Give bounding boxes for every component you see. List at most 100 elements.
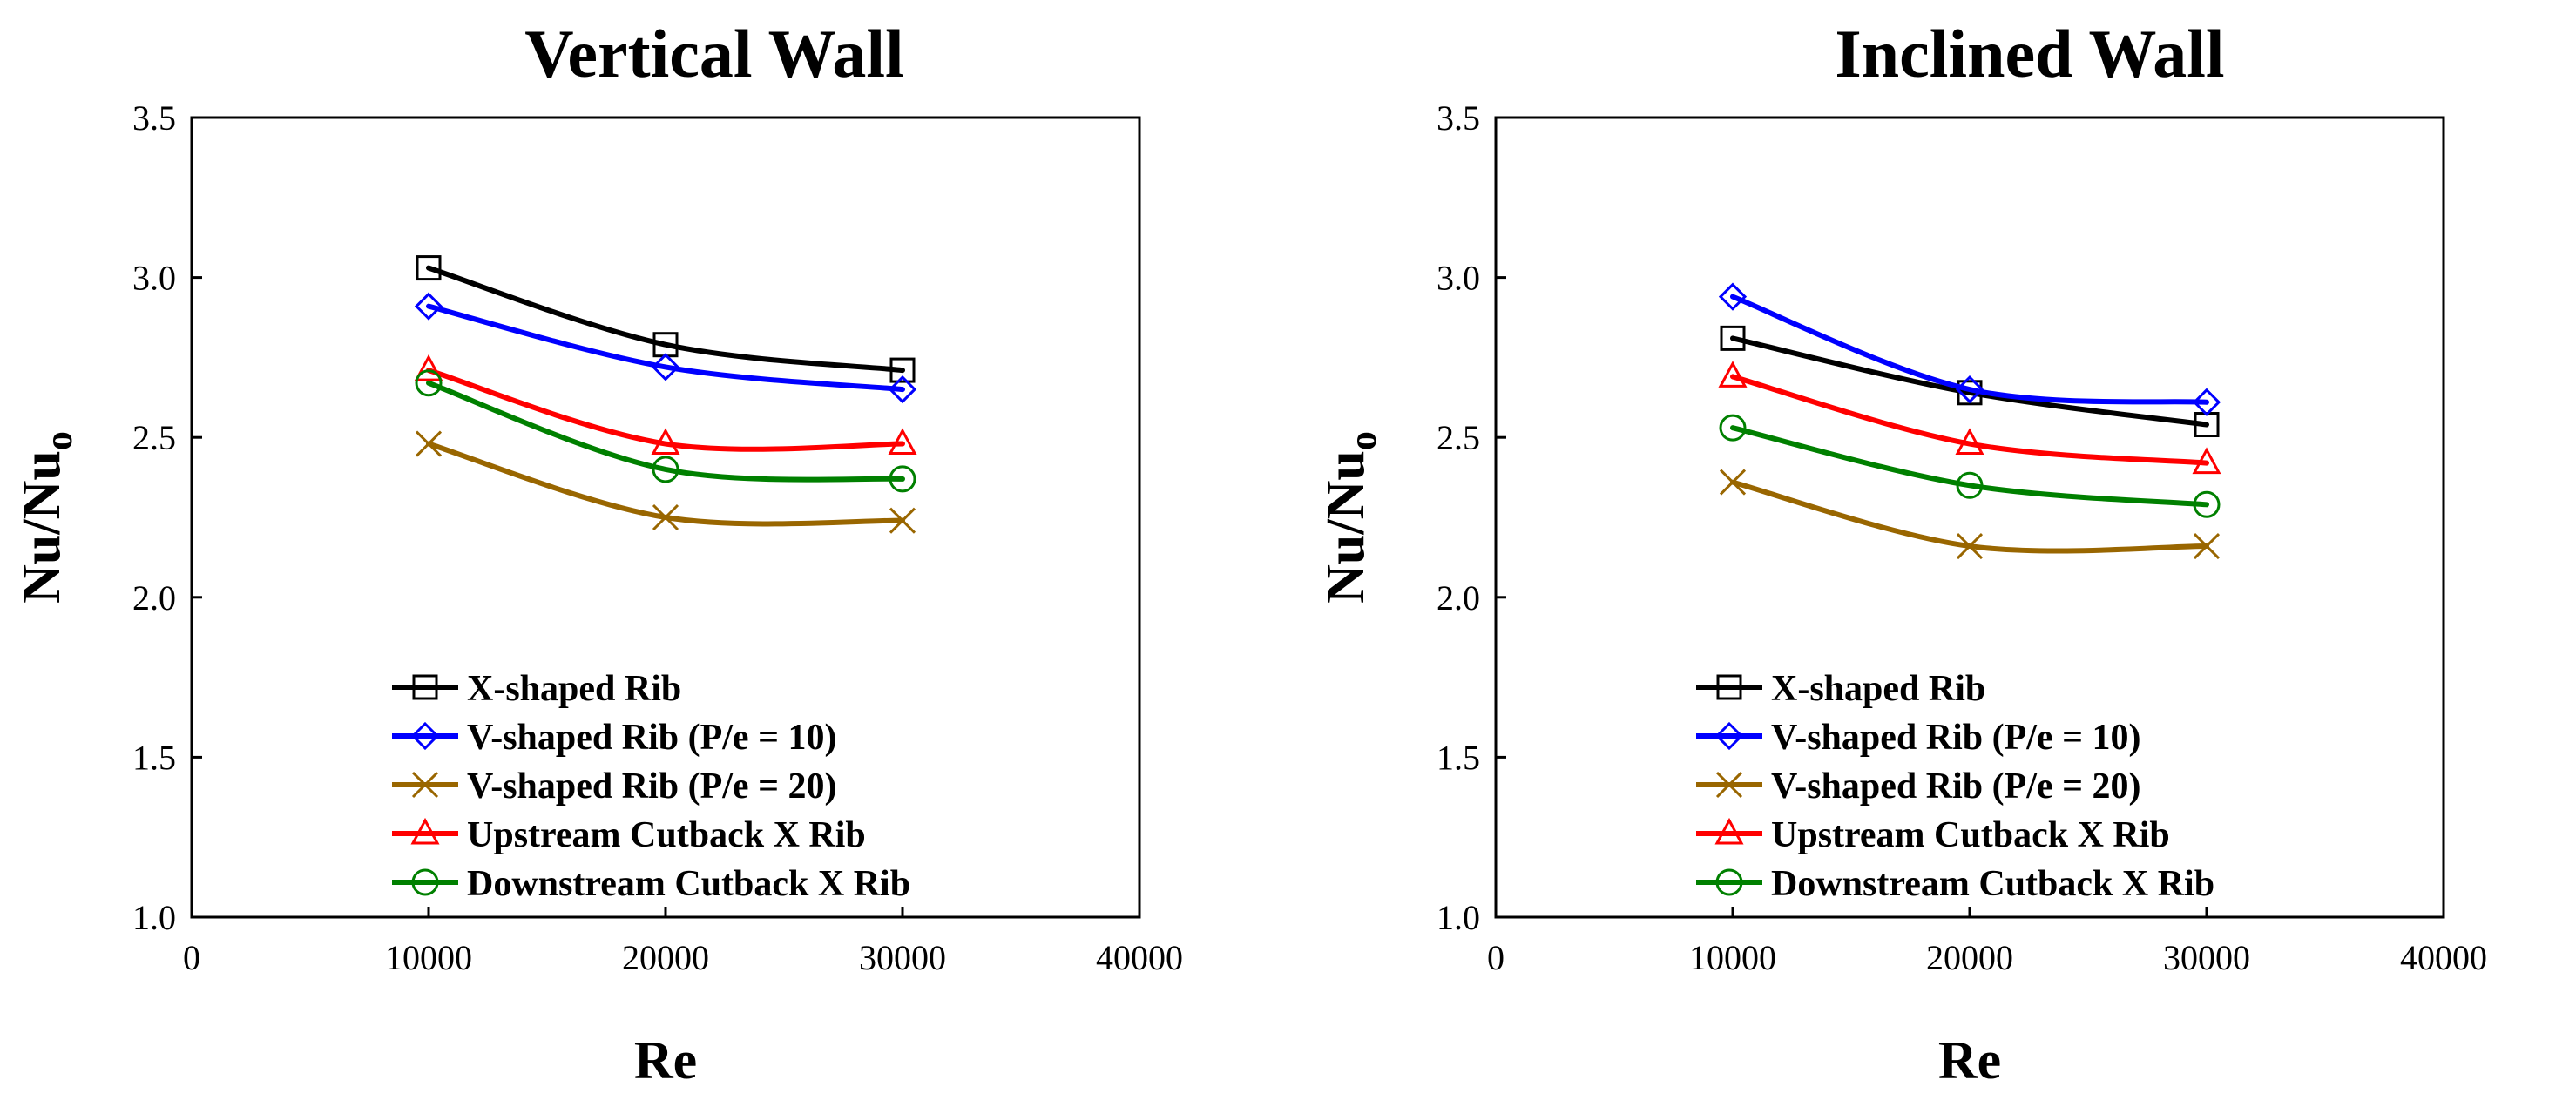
legend: X-shaped Rib V-shaped Rib (P/e = 10) V-sha…: [1696, 669, 2214, 904]
data-point: [1955, 428, 1984, 456]
x-tick-label: 20000: [622, 938, 709, 977]
series-line: [1730, 425, 2209, 508]
data-point: [1956, 471, 1984, 499]
legend-marker: [412, 674, 438, 700]
y-axis-label-main: Nu/Nu: [1316, 450, 1376, 604]
data-point: [415, 369, 443, 397]
y-tick-label: 3.0: [1437, 259, 1480, 298]
series-line: [426, 265, 905, 374]
legend-marker: [1716, 674, 1742, 700]
legend-marker: [1715, 771, 1743, 799]
legend-label: V-shaped Rib (P/e = 10): [1771, 718, 2141, 758]
x-axis-label: Re: [1938, 1031, 2001, 1090]
data-point: [2193, 532, 2221, 560]
y-tick-label: 1.0: [132, 898, 176, 937]
data-point: [1718, 361, 1748, 388]
legend-label: X-shaped Rib: [467, 669, 681, 709]
data-point: [651, 353, 680, 381]
series-line: [1730, 335, 2209, 428]
x-tick-label: 0: [1487, 938, 1504, 977]
series-1: [1720, 325, 2220, 438]
series-3: [415, 430, 916, 534]
y-tick-label: 1.5: [132, 738, 176, 777]
data-point: [888, 428, 917, 456]
data-point: [1719, 414, 1747, 442]
x-tick-label: 40000: [1096, 938, 1183, 977]
legend-label: Downstream Cutback X Rib: [467, 864, 910, 904]
y-tick-label: 3.0: [132, 259, 176, 298]
x-axis-label: Re: [634, 1031, 697, 1090]
data-point: [1719, 469, 1747, 496]
y-axis-label-main: Nu/Nu: [12, 450, 71, 604]
legend-marker: [411, 868, 439, 896]
legend-marker: [1714, 721, 1744, 751]
x-tick-label: 40000: [2400, 938, 2487, 977]
series-1: [416, 255, 916, 383]
data-point: [1955, 375, 1984, 404]
legend-label: V-shaped Rib (P/e = 20): [467, 766, 837, 807]
x-tick-label: 30000: [859, 938, 946, 977]
data-point: [2192, 388, 2221, 416]
x-tick-label: 20000: [1926, 938, 2013, 977]
series-line: [426, 441, 905, 527]
series-4: [1718, 361, 2221, 475]
x-tick-label: 10000: [1689, 938, 1776, 977]
data-point: [1956, 532, 1984, 560]
legend-marker: [410, 721, 440, 751]
data-point: [2192, 447, 2221, 475]
series-3: [1719, 469, 2221, 560]
series-line: [426, 368, 905, 452]
legend-marker: [1714, 817, 1744, 845]
chart-panel-1: Vertical Wall 1.0 1.5 2.0 2.5 3.0 3.5 0 10000 200…: [12, 16, 1183, 1090]
data-point: [652, 456, 679, 483]
chart-panel-2: Inclined Wall 1.0 1.5 2.0 2.5 3.0 3.5 0 10000 200…: [1316, 16, 2487, 1090]
y-tick-label: 2.5: [1437, 418, 1480, 457]
y-tick-label: 3.5: [132, 98, 176, 138]
y-tick-label: 1.5: [1437, 738, 1480, 777]
data-point: [414, 292, 443, 321]
legend-marker: [1715, 868, 1743, 896]
data-point: [2193, 490, 2221, 518]
series-5: [1719, 414, 2221, 518]
data-point: [651, 428, 680, 456]
x-tick-label: 0: [183, 938, 200, 977]
series-line: [1730, 479, 2209, 554]
data-point: [415, 430, 443, 457]
chart-title: Inclined Wall: [1835, 16, 2224, 91]
y-tick-label: 2.0: [132, 578, 176, 618]
legend-label: Downstream Cutback X Rib: [1771, 864, 2214, 904]
series-2: [414, 292, 917, 404]
data-point: [414, 354, 443, 381]
series-line: [426, 380, 905, 483]
y-axis-label: Nu/Nuo: [12, 431, 80, 604]
series-line: [426, 303, 905, 393]
data-point: [416, 255, 442, 281]
series-2: [1718, 282, 2221, 416]
series-line: [1730, 374, 2209, 466]
y-axis-label-subscript: o: [1342, 431, 1384, 450]
data-point: [888, 375, 917, 404]
chart-title: Vertical Wall: [524, 16, 903, 91]
y-axis-label: Nu/Nuo: [1316, 431, 1384, 604]
legend-marker: [410, 817, 440, 845]
x-tick-label: 10000: [385, 938, 472, 977]
y-tick-label: 1.0: [1437, 898, 1480, 937]
legend-label: X-shaped Rib: [1771, 669, 1985, 709]
data-point: [1718, 282, 1748, 311]
legend: X-shaped Rib V-shaped Rib (P/e = 10) V-sha…: [392, 669, 910, 904]
y-tick-label: 2.5: [132, 418, 176, 457]
data-point: [889, 357, 916, 383]
y-axis-label-subscript: o: [37, 431, 80, 450]
data-point: [652, 503, 679, 531]
legend-label: V-shaped Rib (P/e = 20): [1771, 766, 2141, 807]
legend-label: Upstream Cutback X Rib: [467, 815, 866, 855]
series-5: [415, 369, 916, 493]
data-point: [889, 465, 916, 493]
x-tick-label: 30000: [2163, 938, 2250, 977]
legend-label: Upstream Cutback X Rib: [1771, 815, 2170, 855]
legend-label: V-shaped Rib (P/e = 10): [467, 718, 837, 758]
series-4: [414, 354, 917, 456]
data-point: [1720, 325, 1746, 351]
y-tick-label: 3.5: [1437, 98, 1480, 138]
